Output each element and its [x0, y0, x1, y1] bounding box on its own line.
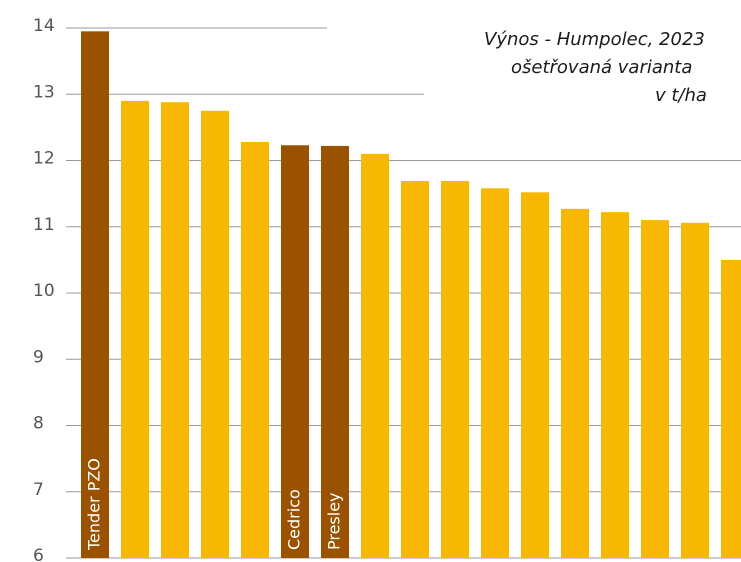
bar: [241, 141, 269, 558]
bar: [321, 145, 349, 559]
y-tick-label: 10: [33, 281, 55, 301]
bar: [721, 259, 741, 558]
bar: [561, 208, 589, 559]
bar-label: Cedrico: [285, 489, 304, 550]
bar: [441, 181, 469, 558]
bar: [201, 110, 229, 558]
y-tick-label: 13: [33, 82, 55, 102]
bar: [601, 212, 629, 559]
chart-title: ošetřovaná varianta: [511, 57, 692, 78]
chart-title: Výnos - Humpolec, 2023: [484, 29, 705, 50]
bar: [521, 192, 549, 559]
bar: [401, 181, 429, 558]
bar-label: Tender PZO: [85, 458, 104, 551]
bar: [361, 153, 389, 558]
bar: [481, 188, 509, 558]
y-tick-label: 7: [33, 480, 44, 500]
bar: [641, 220, 669, 558]
bar: [161, 102, 189, 558]
bar: [281, 145, 309, 558]
bar: [81, 31, 109, 558]
bar-label: Presley: [325, 492, 344, 550]
y-tick-label: 11: [33, 215, 55, 235]
y-tick-label: 12: [33, 149, 55, 169]
bar: [681, 222, 709, 558]
bar: [121, 100, 149, 558]
y-tick-label: 14: [33, 16, 55, 36]
y-tick-label: 6: [33, 546, 44, 562]
chart-title: v t/ha: [655, 85, 707, 106]
y-tick-label: 9: [33, 347, 44, 367]
y-tick-label: 8: [33, 414, 44, 434]
